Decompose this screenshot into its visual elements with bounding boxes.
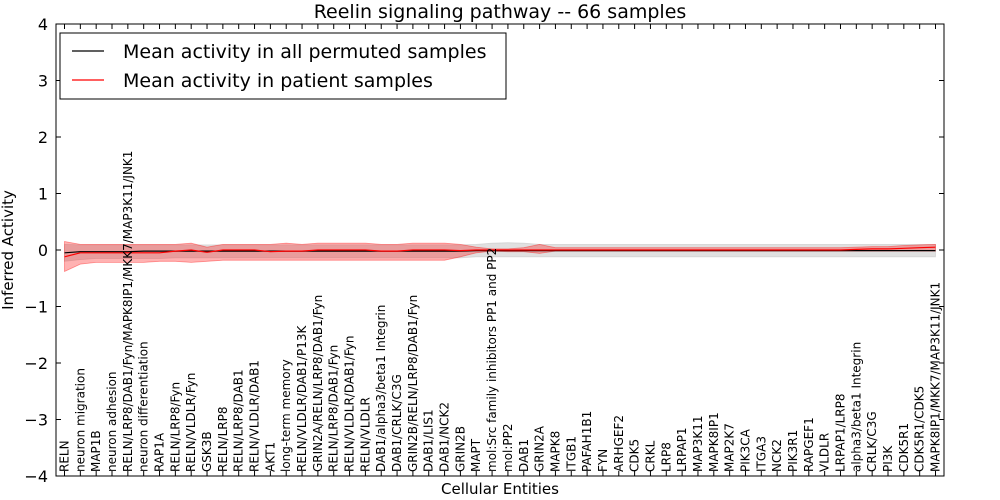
category-label: RELN/VLDLR/DAB1/P13K [295,325,309,472]
category-label: DAB1/LIS1 [422,409,436,472]
y-axis-ticks: −4 −3 −2 −1 0 1 2 3 4 [24,15,944,486]
category-label: DAB1/CRLK/C3G [390,374,404,472]
x-axis-title: Cellular Entities [441,480,559,498]
y-tick-label: 1 [38,185,48,204]
category-label: CRKL [643,440,657,472]
category-label: RELN/LRP8/DAB1/Fyn/MAPK8IP1/MKK7/MAP3K11… [121,151,135,472]
category-label: neuron differentiation [137,341,151,472]
category-label: DAB1 [517,439,531,472]
band-permuted [64,242,936,262]
y-tick-label: 4 [38,15,48,34]
category-label: GRIN2B [453,426,467,472]
category-label: GRIN2B/RELN/LRP8/DAB1/Fyn [406,295,420,472]
y-tick-label: −1 [24,298,48,317]
category-label: FYN [596,449,610,472]
category-label: MAP1B [89,430,103,472]
category-label: RELN/LRP8/DAB1/Fyn [327,345,341,472]
category-label: CDK5R1/CDK5 [913,386,927,472]
x-axis-ticks [64,24,936,476]
category-label: LRPAP1 [675,427,689,472]
category-label: RELN/LRP8/DAB1 [232,369,246,472]
y-tick-label: 3 [38,72,48,91]
confidence-bands [64,241,936,273]
category-label: MAPK8IP1 [707,412,721,472]
category-label: mol:PP2 [501,423,515,472]
category-label: neuron migration [73,368,87,472]
category-label: NCK2 [770,439,784,472]
series-lines [64,246,936,258]
category-label: RAPGEF1 [802,417,816,472]
y-tick-label: −4 [24,467,48,486]
legend-box [59,32,507,100]
y-tick-label: 2 [38,128,48,147]
category-label: CDK5R1 [897,423,911,472]
category-label: mol:Src family inhibitors PP1 and PP2 [485,248,499,472]
category-label: RELN/VLDLR/DAB1 [248,360,262,472]
category-label: PAFAH1B1 [580,411,594,472]
category-label: LRP8 [659,442,673,472]
legend-label-permuted: Mean activity in all permuted samples [123,41,486,63]
series-line-patient [64,246,936,258]
category-label: PIK3CA [739,428,753,472]
category-label: RELN [58,440,72,472]
category-label: RELN/LRP8/Fyn [168,382,182,472]
category-label: RAP1A [153,432,167,472]
category-label: RELN/VLDLR/Fyn [184,373,198,472]
category-label: DAB1/alpha3/beta1 Integrin [374,305,388,472]
category-label: LRPAP1/LRP8 [834,393,848,472]
category-label: RELN/VLDLR/DAB1/Fyn [343,336,357,472]
category-label: MAPK8 [548,431,562,472]
category-label: CRLK/C3G [865,411,879,472]
category-label: GRIN2A/RELN/LRP8/DAB1/Fyn [311,295,325,472]
category-label: MAPK8IP1/MKK7/MAP3K11/JNK1 [929,282,943,472]
category-label: MAP2K7 [723,423,737,472]
y-axis-title: Inferred Activity [0,190,17,310]
y-tick-label: −3 [24,411,48,430]
category-label: ITGB1 [564,436,578,472]
y-tick-label: −2 [24,354,48,373]
chart-title: Reelin signaling pathway -- 66 samples [314,1,687,23]
category-label: GRIN2A [533,425,547,472]
y-tick-label: 0 [38,241,48,260]
category-label: neuron adhesion [105,371,119,472]
category-label: MAPT [469,438,483,472]
category-label: ITGA3 [754,436,768,472]
category-label: RELN/LRP8 [216,406,230,472]
legend-label-patient: Mean activity in patient samples [123,70,433,92]
category-label: CDK5 [628,439,642,472]
category-label: GSK3B [200,431,214,472]
category-label: DAB1/NCK2 [438,402,452,472]
category-label: ARHGEF2 [612,415,626,472]
category-label: alpha3/beta1 Integrin [849,342,863,472]
category-label: long-term memory [279,359,293,472]
category-label: PI3K [881,445,895,472]
category-label: VLDLR [818,433,832,472]
category-label: AKT1 [263,442,277,472]
category-label: PIK3R1 [786,430,800,472]
category-label: RELN/VLDLR [358,397,372,472]
category-labels: RELN neuron migration MAP1B neuron adhesion… [58,151,943,472]
legend: Mean activity in all permuted samples Me… [59,32,507,100]
category-label: MAP3K11 [691,415,705,472]
